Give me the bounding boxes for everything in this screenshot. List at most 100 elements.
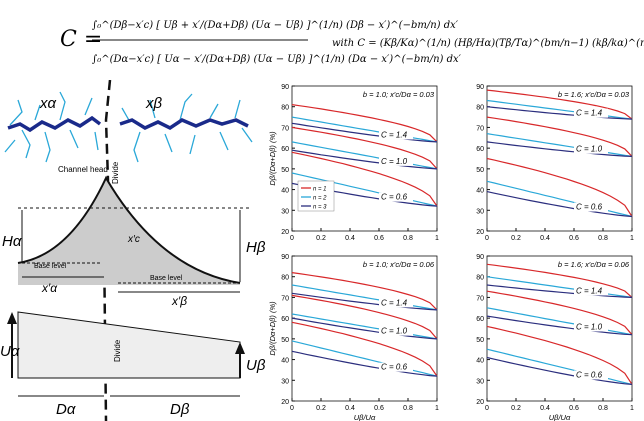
label-h-alpha: Hα <box>2 233 22 250</box>
legend-entry: n = 2 <box>313 196 327 202</box>
y-tick-label: 50 <box>476 167 484 174</box>
chart-panel-top-left: 20 30 40 50 60 70 80 90 0 0.2 0.4 0.6 0.8 1 C = 1.4 C =… <box>268 84 439 242</box>
x-tick-label: 0.2 <box>511 405 521 412</box>
panel-annotation: b = 1.6; x′c/Dα = 0.03 <box>558 90 630 99</box>
y-tick-label: 70 <box>476 125 484 132</box>
c-label: C = 0.6 <box>576 203 603 212</box>
series-line-C1.4-n1 <box>291 104 438 143</box>
series-line-C1.4-n3 <box>486 106 633 120</box>
y-tick-label: 50 <box>476 337 484 344</box>
hillslope-fill <box>18 178 240 285</box>
c-label-bg <box>574 202 608 212</box>
u-alpha-arrowhead <box>7 312 17 324</box>
y-tick-label: 80 <box>476 105 484 112</box>
plot-frame <box>291 255 438 402</box>
x-tick-label: 0.8 <box>403 235 413 242</box>
y-tick-label: 70 <box>476 295 484 302</box>
y-tick-label: 50 <box>281 337 289 344</box>
y-tick-label: 90 <box>476 84 484 91</box>
series-line-C0.6-n2 <box>486 348 633 385</box>
label-x-alpha: xα <box>39 95 57 112</box>
x-tick-label: 0 <box>290 235 294 242</box>
panel-annotation: b = 1.0; x′c/Dα = 0.03 <box>363 90 435 99</box>
x-axis-label: Uβ/Uα <box>549 413 571 421</box>
label-d-beta: Dβ <box>170 401 190 418</box>
x-tick-label: 0.8 <box>403 405 413 412</box>
c-label: C = 0.6 <box>576 370 603 379</box>
chart-panel-top-right: 20 30 40 50 60 70 80 90 0 0.2 0.4 0.6 0.8 1 C = 1.4 C =… <box>476 84 634 242</box>
series-line-C0.6-n1 <box>486 325 633 385</box>
y-tick-label: 60 <box>476 316 484 323</box>
x-tick-label: 0.8 <box>598 405 608 412</box>
series-line-C1-n2 <box>291 141 438 170</box>
y-tick-label: 20 <box>281 229 289 236</box>
y-tick-label: 50 <box>281 167 289 174</box>
x-tick-label: 1 <box>630 405 634 412</box>
series-line-C1-n3 <box>291 149 438 170</box>
schematic-diagram: xα xβ Channel head Divide Hα Hβ Base lev… <box>0 80 266 421</box>
c-label-bg <box>379 130 413 140</box>
y-tick-label: 40 <box>476 358 484 365</box>
uplift-shape <box>17 311 241 379</box>
label-divide-top: Divide <box>111 161 120 184</box>
series-line-C1.4-n3 <box>486 284 633 298</box>
x-tick-label: 1 <box>435 405 439 412</box>
panel-annotation: b = 1.6; x′c/Dα = 0.06 <box>558 260 630 269</box>
equation-with: with C = (Kβ/Kα)^(1/n) (Hβ/Hα)(Tβ/Tα)^(b… <box>332 38 644 49</box>
series-line-C0.6-n1 <box>291 321 438 377</box>
series-line-C1.4-n2 <box>291 284 438 311</box>
series-line-C0.6-n3 <box>291 350 438 377</box>
label-channel-head: Channel head <box>58 165 108 174</box>
label-base-level-right: Base level <box>150 275 183 282</box>
c-label-bg <box>574 108 608 118</box>
c-label: C = 1.4 <box>576 286 603 295</box>
y-tick-label: 60 <box>281 146 289 153</box>
y-axis-label: Dβ/(Dα+Dβ) (%) <box>268 131 277 186</box>
label-x-beta: xβ <box>145 95 163 112</box>
y-tick-label: 30 <box>476 378 484 385</box>
legend-box <box>297 180 335 212</box>
label-d-alpha: Dα <box>56 401 76 418</box>
y-tick-label: 80 <box>281 275 289 282</box>
chart-panel-bottom-left: 20 30 40 50 60 70 80 90 0 0.2 0.4 0.6 0.8 1 C = 1.4 C =… <box>268 254 439 421</box>
equation-numerator: ∫₀^(Dβ−x′c) [ Uβ + x′/(Dα+Dβ) (Uα − Uβ) … <box>92 20 459 31</box>
y-tick-label: 90 <box>281 254 289 261</box>
chart-grid: 20 30 40 50 60 70 80 90 0 0.2 0.4 0.6 0.8 1 C = 1.4 C =… <box>268 84 634 421</box>
plot-frame <box>486 255 633 402</box>
series-line-C0.6-n1 <box>291 151 438 207</box>
y-tick-label: 20 <box>281 399 289 406</box>
y-tick-label: 70 <box>281 295 289 302</box>
tributaries <box>4 91 253 163</box>
series-line-C1.4-n2 <box>486 99 633 120</box>
series-line-C0.6-n2 <box>486 180 633 218</box>
series-line-C1-n3 <box>486 141 633 157</box>
label-h-beta: Hβ <box>246 239 266 256</box>
x-tick-label: 0.6 <box>374 235 384 242</box>
label-u-beta: Uβ <box>246 357 266 374</box>
label-base-level-left: Base level <box>34 263 67 270</box>
chart-panel-bottom-right: 20 30 40 50 60 70 80 90 0 0.2 0.4 0.6 0.8 1 C = 1.4 C =… <box>476 254 634 421</box>
y-tick-label: 60 <box>281 316 289 323</box>
series-line-C1-n2 <box>486 307 633 336</box>
y-tick-label: 30 <box>281 208 289 215</box>
c-label: C = 1.0 <box>381 327 408 336</box>
c-label: C = 1.0 <box>381 157 408 166</box>
legend-entry: n = 1 <box>313 187 327 193</box>
series-line-C1.4-n3 <box>291 122 438 143</box>
label-u-alpha: Uα <box>0 343 20 360</box>
plot-frame <box>291 85 438 232</box>
x-tick-label: 0.8 <box>598 235 608 242</box>
x-tick-label: 0.2 <box>316 235 326 242</box>
x-tick-label: 0.6 <box>374 405 384 412</box>
series-line-C0.6-n3 <box>486 356 633 385</box>
y-tick-label: 20 <box>476 399 484 406</box>
label-xc: x′c <box>127 234 140 245</box>
c-label: C = 1.0 <box>576 322 603 331</box>
c-label-bg <box>379 298 413 308</box>
series-line-C0.6-n2 <box>291 340 438 377</box>
y-tick-label: 80 <box>281 105 289 112</box>
y-axis-label: Dβ/(Dα+Dβ) (%) <box>268 301 277 356</box>
c-label-bg <box>379 192 413 202</box>
c-label-bg <box>379 156 413 166</box>
x-tick-label: 0.6 <box>569 405 579 412</box>
